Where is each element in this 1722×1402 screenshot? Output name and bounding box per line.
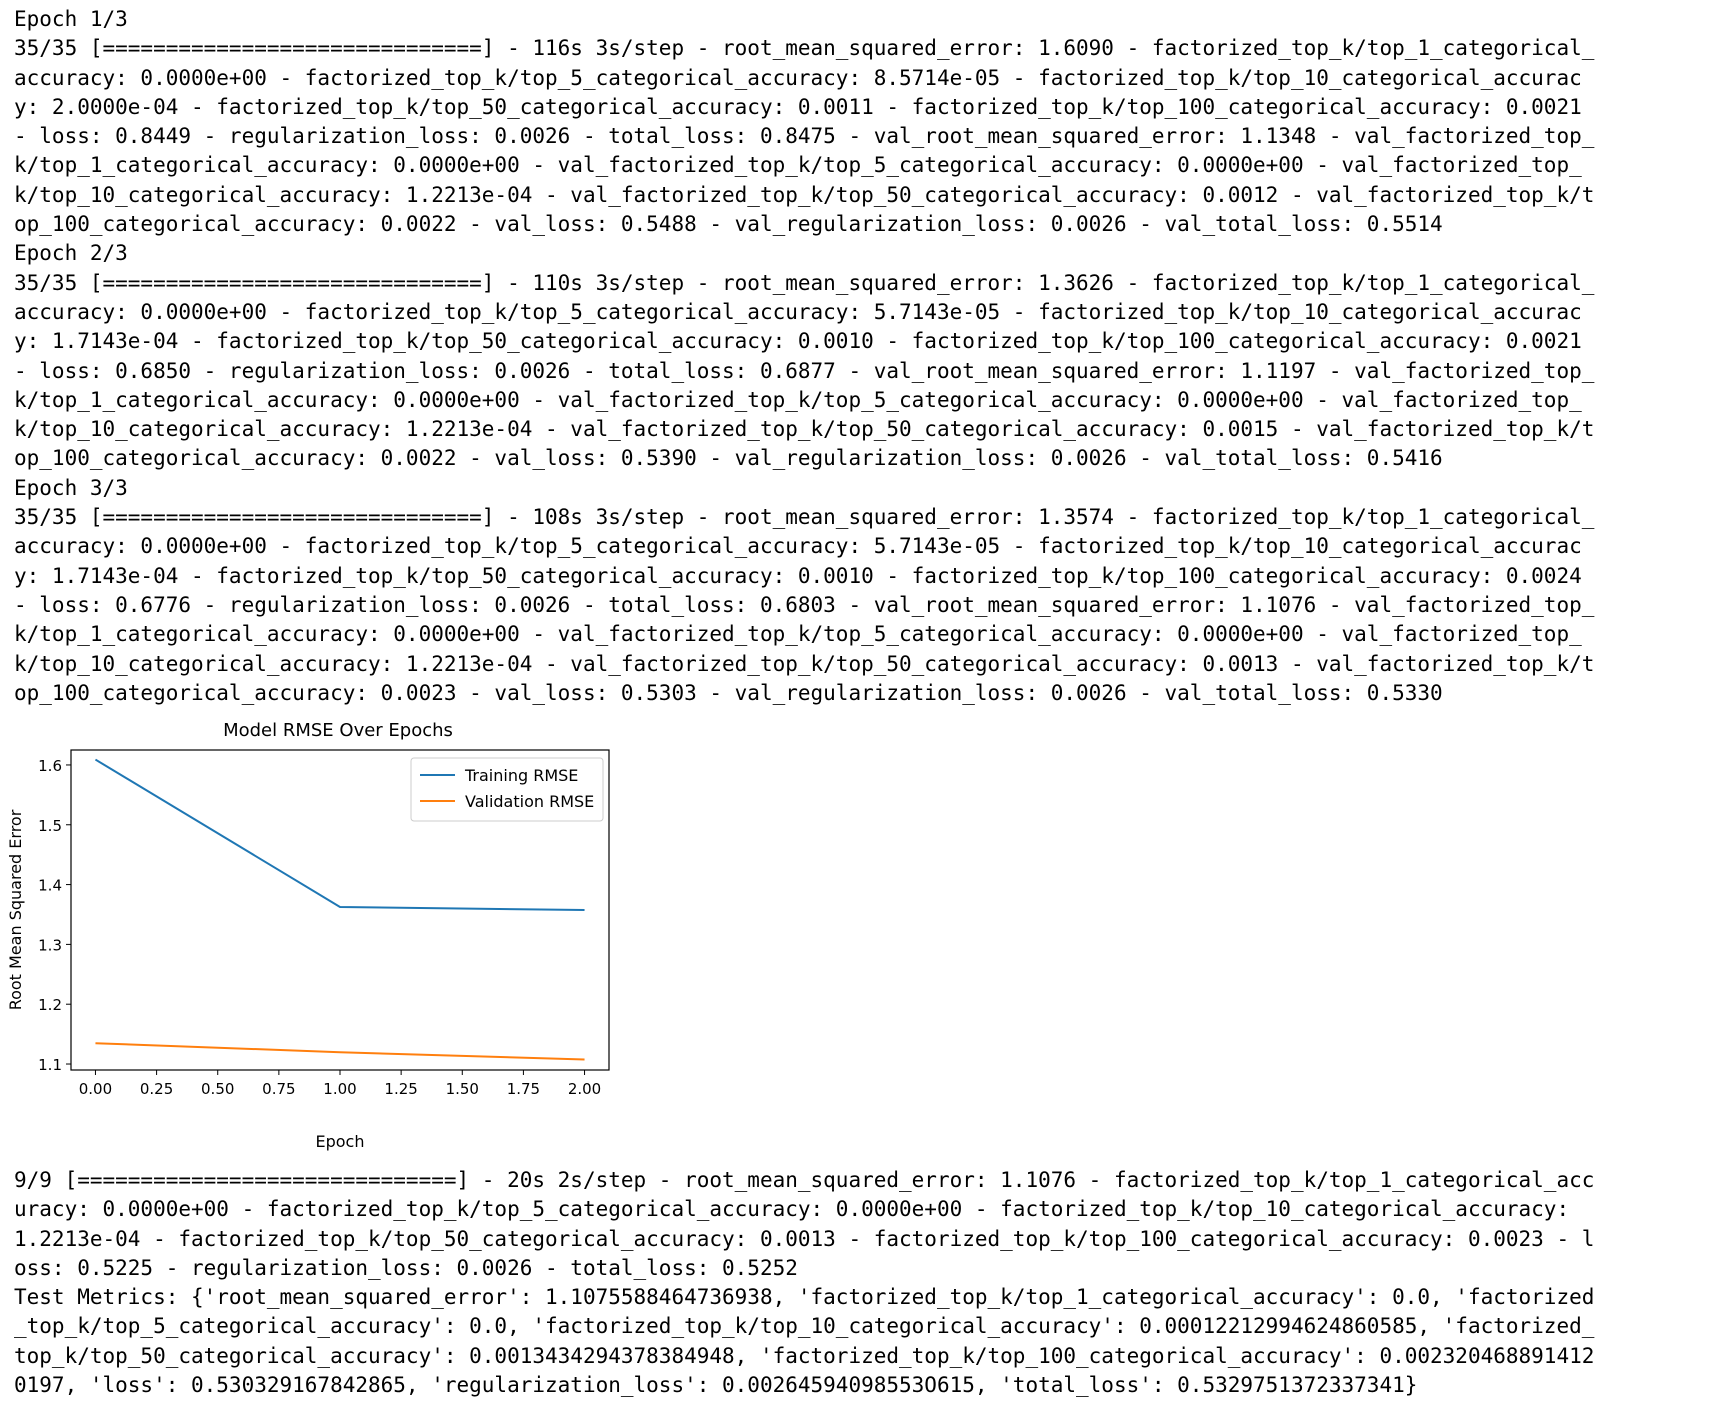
log-line: k/top_10_categorical_accuracy: 1.2213e-0… xyxy=(14,651,1595,676)
chart-title: Model RMSE Over Epochs xyxy=(223,720,453,741)
x-tick-label: 1.50 xyxy=(446,1080,479,1098)
y-tick-label: 1.6 xyxy=(38,757,62,775)
x-tick-label: 0.25 xyxy=(140,1080,173,1098)
log-line: accuracy: 0.0000e+00 - factorized_top_k/… xyxy=(14,299,1582,324)
series-line-0 xyxy=(94,758,585,912)
log-line: op_100_categorical_accuracy: 0.0022 - va… xyxy=(14,212,1443,237)
x-tick-label: 2.00 xyxy=(568,1080,601,1098)
log-line: y: 1.7143e-04 - factorized_top_k/top_50_… xyxy=(14,563,1582,588)
log-line: - loss: 0.8449 - regularization_loss: 0.… xyxy=(14,124,1595,149)
log-line: accuracy: 0.0000e+00 - factorized_top_k/… xyxy=(14,65,1582,90)
log-line: 9/9 [==============================] - 2… xyxy=(14,1168,1595,1192)
log-line: Epoch 1/3 xyxy=(14,7,128,31)
x-tick-label: 0.75 xyxy=(262,1080,295,1098)
log-line: op_100_categorical_accuracy: 0.0022 - va… xyxy=(14,446,1443,471)
y-tick-label: 1.4 xyxy=(38,877,62,895)
log-line: accuracy: 0.0000e+00 - factorized_top_k/… xyxy=(14,534,1582,559)
log-line: 35/35 [==============================] -… xyxy=(14,505,1595,530)
log-line: k/top_1_categorical_accuracy: 0.0000e+00… xyxy=(14,153,1582,178)
training-log: Epoch 1/3 35/35 [========================… xyxy=(14,5,1594,708)
y-axis-label: Root Mean Squared Error xyxy=(6,809,25,1010)
log-line: uracy: 0.0000e+00 - factorized_top_k/top… xyxy=(14,1197,1570,1222)
log-line: 35/35 [==============================] -… xyxy=(14,36,1595,61)
log-line: 0197, 'loss': 0.530329167842865, 'regula… xyxy=(14,1373,1418,1398)
log-line: Test Metrics: {'root_mean_squared_error'… xyxy=(14,1285,1595,1310)
legend-box xyxy=(410,757,604,822)
x-tick-label: 1.75 xyxy=(507,1080,540,1098)
log-line: y: 1.7143e-04 - factorized_top_k/top_50_… xyxy=(14,329,1582,354)
log-line: 35/35 [==============================] -… xyxy=(14,270,1595,295)
log-line: _top_k/top_5_categorical_accuracy': 0.0,… xyxy=(14,1314,1595,1339)
x-tick-label: 1.00 xyxy=(323,1080,356,1098)
log-line: op_100_categorical_accuracy: 0.0023 - va… xyxy=(14,680,1443,705)
log-line: Epoch 3/3 xyxy=(14,475,128,500)
legend-label: Training RMSE xyxy=(464,766,578,785)
log-line: y: 2.0000e-04 - factorized_top_k/top_50_… xyxy=(14,94,1582,119)
x-axis-label: Epoch xyxy=(316,1132,365,1151)
log-line: k/top_1_categorical_accuracy: 0.0000e+00… xyxy=(14,622,1582,647)
series-lines xyxy=(94,758,585,1061)
y-tick-label: 1.1 xyxy=(38,1056,62,1074)
log-line: 1.2213e-04 - factorized_top_k/top_50_cat… xyxy=(14,1226,1595,1251)
y-tick-label: 1.5 xyxy=(38,817,62,835)
log-line: - loss: 0.6776 - regularization_loss: 0.… xyxy=(14,592,1595,617)
chart-legend: Training RMSE Validation RMSE xyxy=(410,757,604,822)
log-line: top_k/top_50_categorical_accuracy': 0.00… xyxy=(14,1343,1595,1368)
y-tick-label: 1.3 xyxy=(38,936,62,954)
y-axis: 1.1 1.2 1.3 1.4 1.5 1.6 xyxy=(38,757,71,1074)
log-line: - loss: 0.6850 - regularization_loss: 0.… xyxy=(14,358,1595,383)
log-line: k/top_10_categorical_accuracy: 1.2213e-0… xyxy=(14,417,1595,442)
x-tick-label: 1.25 xyxy=(384,1080,417,1098)
y-tick-label: 1.2 xyxy=(38,996,62,1014)
x-tick-label: 0.50 xyxy=(201,1080,234,1098)
evaluation-log: 9/9 [==============================] - 2… xyxy=(14,1166,1594,1400)
log-line: k/top_1_categorical_accuracy: 0.0000e+00… xyxy=(14,387,1582,412)
log-line: Epoch 2/3 xyxy=(14,241,128,266)
rmse-chart: Model RMSE Over Epochs 1.11.21.31.41.51.… xyxy=(6,720,610,1151)
log-line: k/top_10_categorical_accuracy: 1.2213e-0… xyxy=(14,182,1595,207)
x-tick-label: 0.00 xyxy=(79,1080,112,1098)
legend-label: Validation RMSE xyxy=(465,792,594,811)
series-line-1 xyxy=(95,1042,585,1061)
log-line: oss: 0.5225 - regularization_loss: 0.002… xyxy=(14,1255,798,1280)
x-axis: 0.00 0.25 0.50 0.75 1.00 1.25 1.50 1.75 2.00 xyxy=(79,1070,601,1098)
